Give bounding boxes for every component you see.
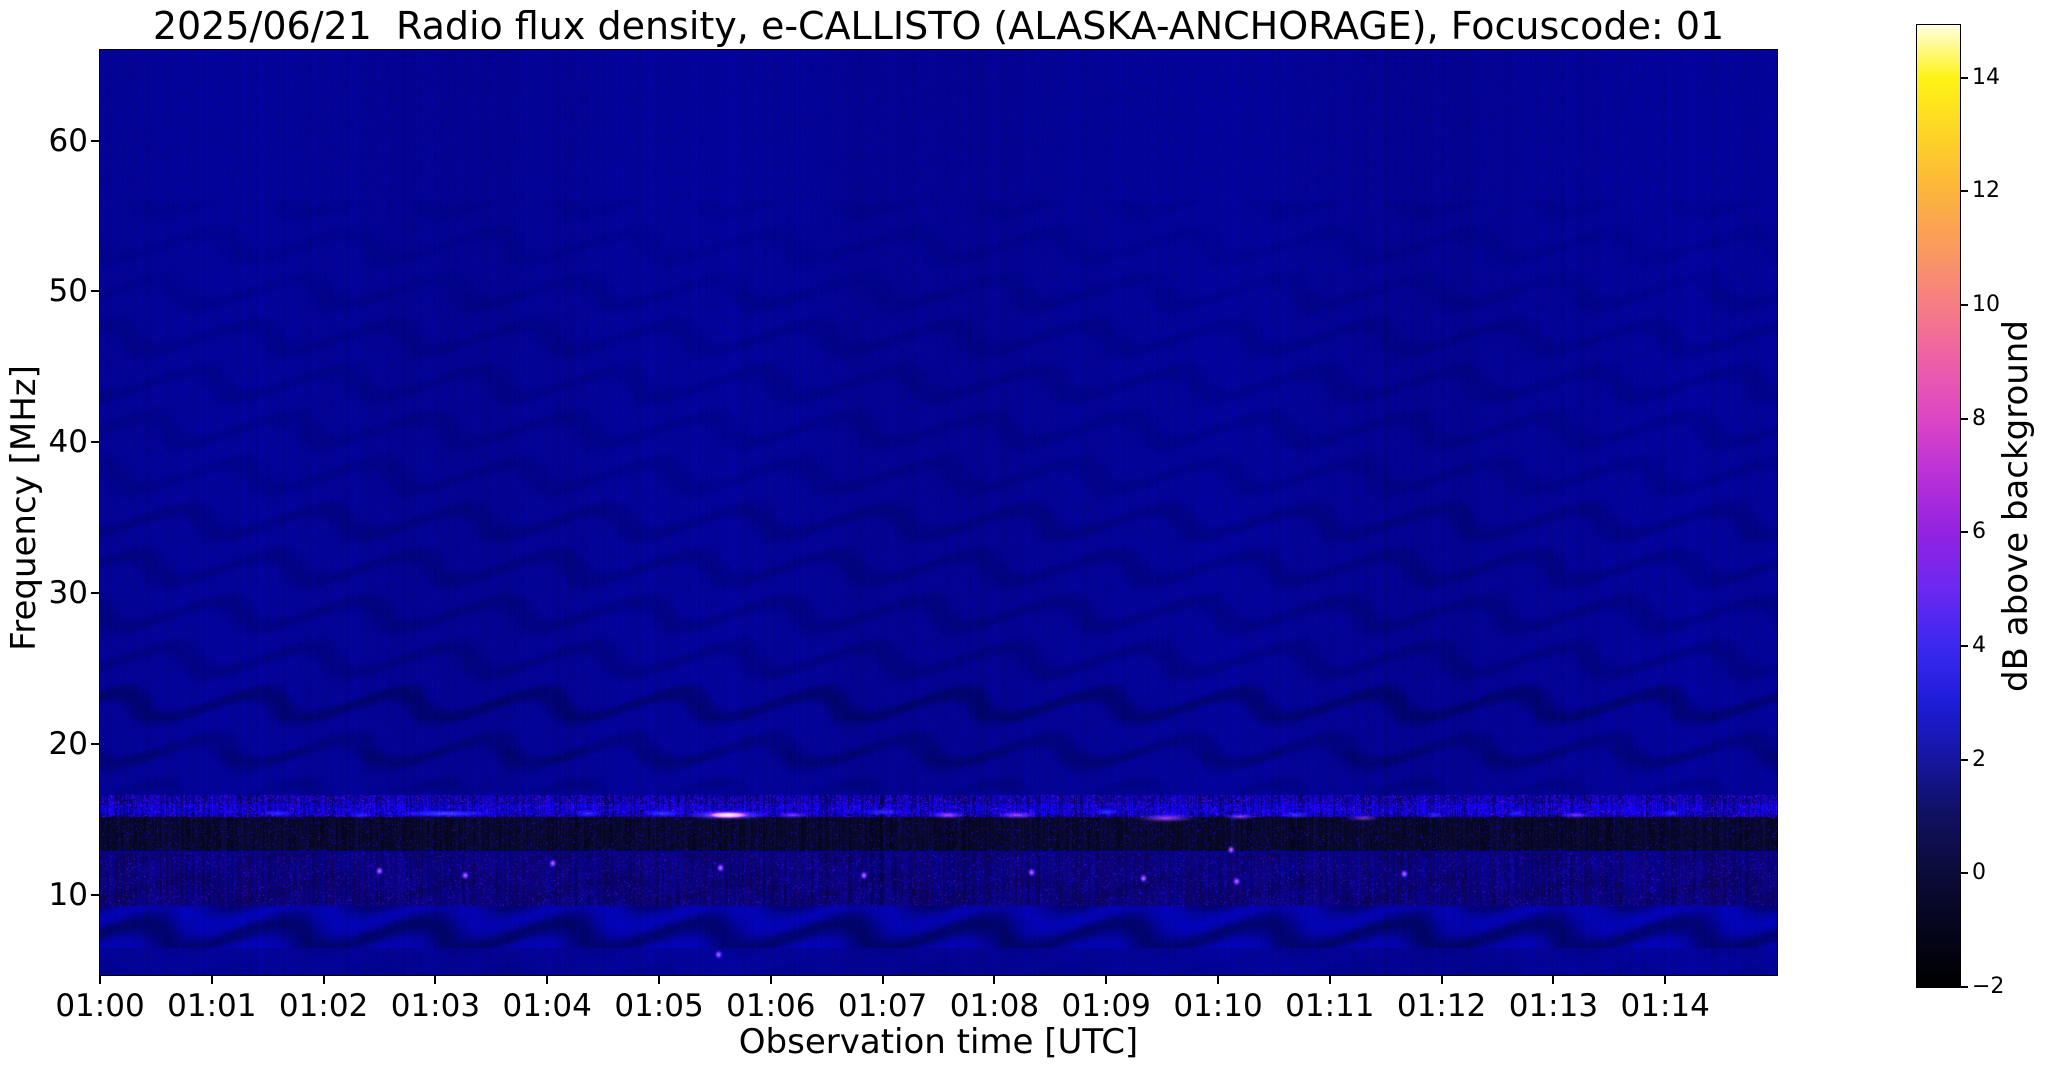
colorbar-tick-mark [1961, 417, 1968, 420]
colorbar-tick-mark [1961, 872, 1968, 875]
y-tick-mark [91, 290, 100, 293]
x-tick-label: 01:08 [949, 988, 1040, 1024]
colorbar-tick-label: 14 [1972, 64, 2000, 90]
x-tick-mark [993, 975, 996, 984]
x-tick-mark [881, 975, 884, 984]
colorbar-tick-label: 0 [1972, 860, 1986, 886]
y-tick-label: 40 [48, 424, 88, 461]
x-tick-label: 01:03 [390, 988, 481, 1024]
x-tick-mark [1217, 975, 1219, 984]
x-axis-label: Observation time [UTC] [738, 1022, 1139, 1062]
colorbar-gradient [1917, 25, 1960, 987]
spectrogram-canvas [100, 50, 1777, 975]
y-tick-mark [91, 592, 100, 595]
x-tick-label: 01:00 [55, 988, 145, 1024]
y-tick-mark [91, 894, 100, 897]
y-tick-label: 10 [48, 877, 88, 914]
colorbar [1916, 24, 1961, 988]
x-tick-mark [658, 975, 660, 984]
colorbar-tick-label: 12 [1972, 178, 2000, 204]
colorbar-tick-label: 8 [1972, 405, 1986, 431]
x-tick-label: 01:07 [837, 988, 928, 1024]
x-tick-label: 01:06 [726, 988, 816, 1024]
x-tick-label: 01:04 [502, 988, 592, 1024]
colorbar-tick-mark [1961, 304, 1968, 307]
x-tick-label: 01:11 [1285, 988, 1375, 1024]
x-tick-label: 01:12 [1396, 988, 1487, 1024]
colorbar-tick-label: 10 [1972, 292, 2000, 318]
colorbar-tick-mark [1961, 190, 1968, 193]
x-tick-label: 01:10 [1173, 988, 1263, 1024]
y-tick-label: 30 [48, 575, 88, 612]
x-tick-mark [210, 975, 213, 984]
x-tick-mark [1664, 975, 1667, 984]
x-tick-mark [1440, 975, 1443, 984]
colorbar-tick-mark [1961, 645, 1968, 648]
chart-title: 2025/06/21 Radio flux density, e-CALLIST… [152, 4, 1725, 48]
x-tick-label: 01:01 [167, 988, 257, 1024]
y-tick-label: 50 [48, 273, 88, 310]
y-tick-label: 20 [48, 726, 88, 763]
x-tick-mark [434, 975, 437, 984]
x-tick-mark [546, 975, 549, 984]
x-tick-mark [1552, 975, 1555, 984]
colorbar-tick-label: −2 [1972, 974, 2005, 999]
y-tick-mark [91, 743, 100, 746]
x-tick-label: 01:05 [614, 988, 704, 1024]
x-tick-label: 01:13 [1508, 988, 1599, 1024]
x-tick-label: 01:09 [1061, 988, 1151, 1024]
y-tick-label: 60 [48, 122, 88, 159]
colorbar-tick-mark [1961, 758, 1968, 761]
colorbar-tick-mark [1961, 986, 1968, 988]
x-tick-mark [769, 975, 772, 984]
x-tick-label: 01:14 [1620, 988, 1710, 1024]
x-tick-mark [1105, 975, 1108, 984]
colorbar-tick-mark [1961, 531, 1968, 534]
colorbar-tick-label: 4 [1972, 633, 1986, 659]
x-tick-label: 01:02 [278, 988, 369, 1024]
x-tick-mark [322, 975, 325, 984]
x-tick-mark [1328, 975, 1331, 984]
colorbar-tick-label: 6 [1972, 519, 1986, 545]
y-tick-mark [91, 441, 100, 444]
y-tick-mark [91, 139, 100, 142]
x-tick-mark [99, 975, 101, 984]
plot-area [99, 49, 1778, 976]
colorbar-tick-label: 2 [1972, 746, 1986, 772]
colorbar-tick-mark [1961, 76, 1968, 79]
